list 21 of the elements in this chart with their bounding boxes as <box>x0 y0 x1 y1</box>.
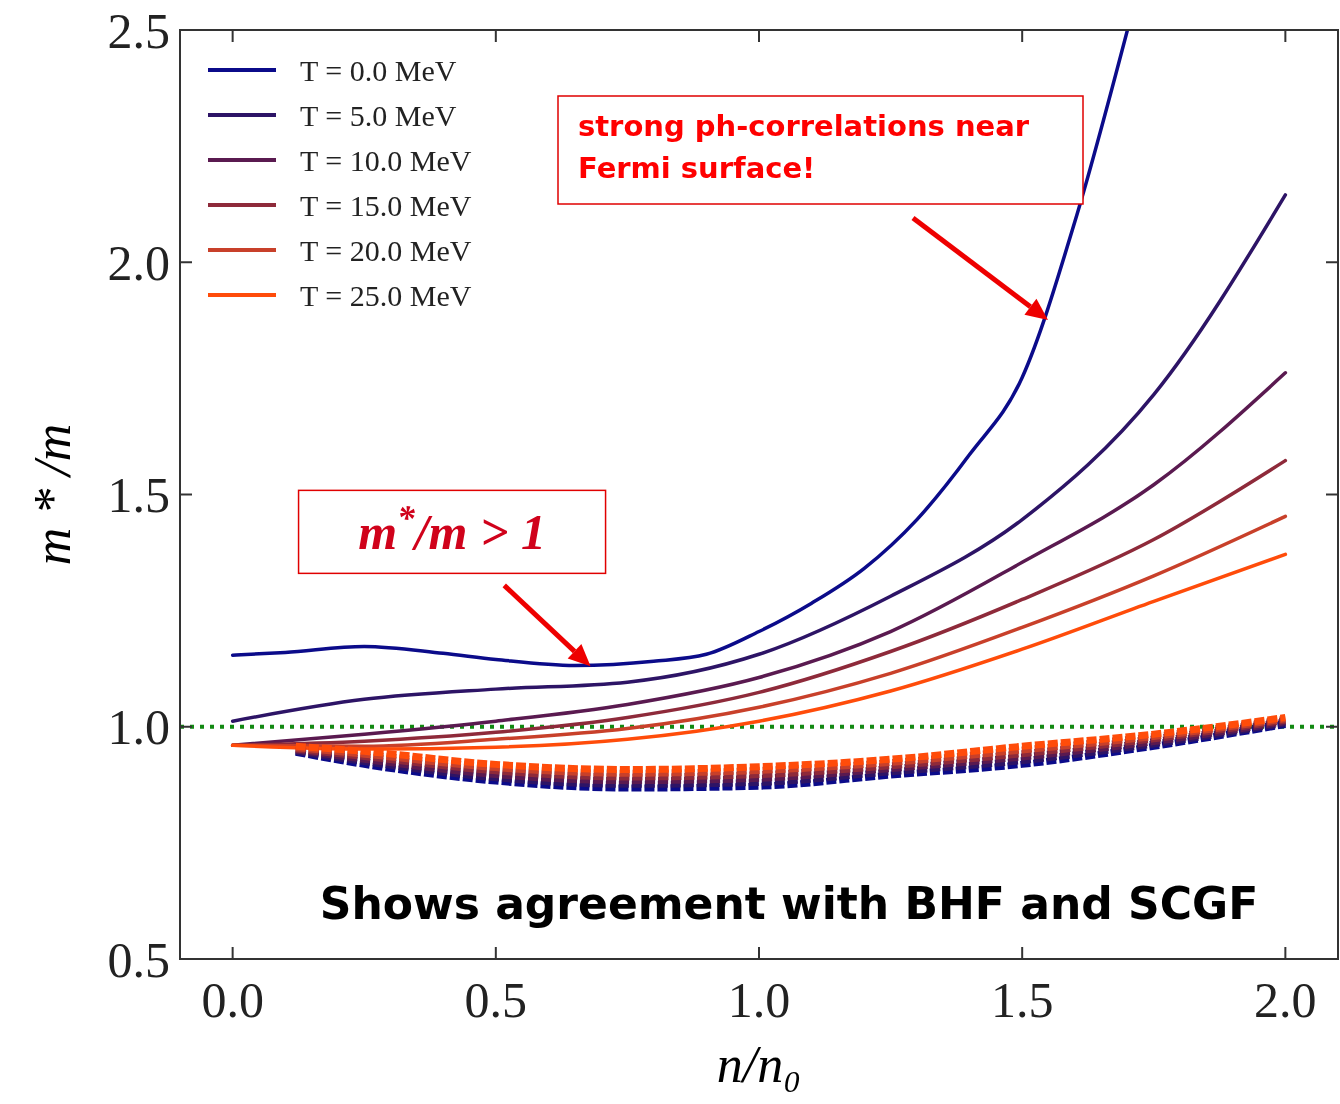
y-tick-label: 1.5 <box>107 467 170 523</box>
legend-label: T = 10.0 MeV <box>300 143 472 177</box>
x-tick-label: 2.0 <box>1254 972 1317 1028</box>
y-tick-label: 2.0 <box>107 234 170 291</box>
x-axis-title: n/n₀ <box>716 1036 802 1093</box>
legend-label: T = 5.0 MeV <box>300 98 457 132</box>
x-tick-label: 0.5 <box>464 972 528 1028</box>
legend-label: T = 25.0 MeV <box>300 278 472 312</box>
legend-label: T = 20.0 MeV <box>300 233 472 267</box>
legend-label: T = 0.0 MeV <box>300 53 457 87</box>
x-tick-label: 0.0 <box>201 972 264 1028</box>
annotation: Shows agreement with BHF and SCGF <box>319 878 1259 929</box>
annotation: m$^{*}$/m > 1 <box>358 498 546 561</box>
y-tick-label: 1.0 <box>107 699 170 756</box>
x-tick-label: 1.0 <box>727 972 791 1028</box>
legend-label: T = 15.0 MeV <box>300 188 472 222</box>
x-tick-label: 1.5 <box>990 972 1054 1028</box>
y-tick-label: 2.5 <box>107 2 170 59</box>
annotation: strong ph-correlations near Fermi surface! <box>578 109 1030 185</box>
y-tick-label: 0.5 <box>107 931 170 988</box>
y-axis-title: m * /m <box>24 423 81 566</box>
